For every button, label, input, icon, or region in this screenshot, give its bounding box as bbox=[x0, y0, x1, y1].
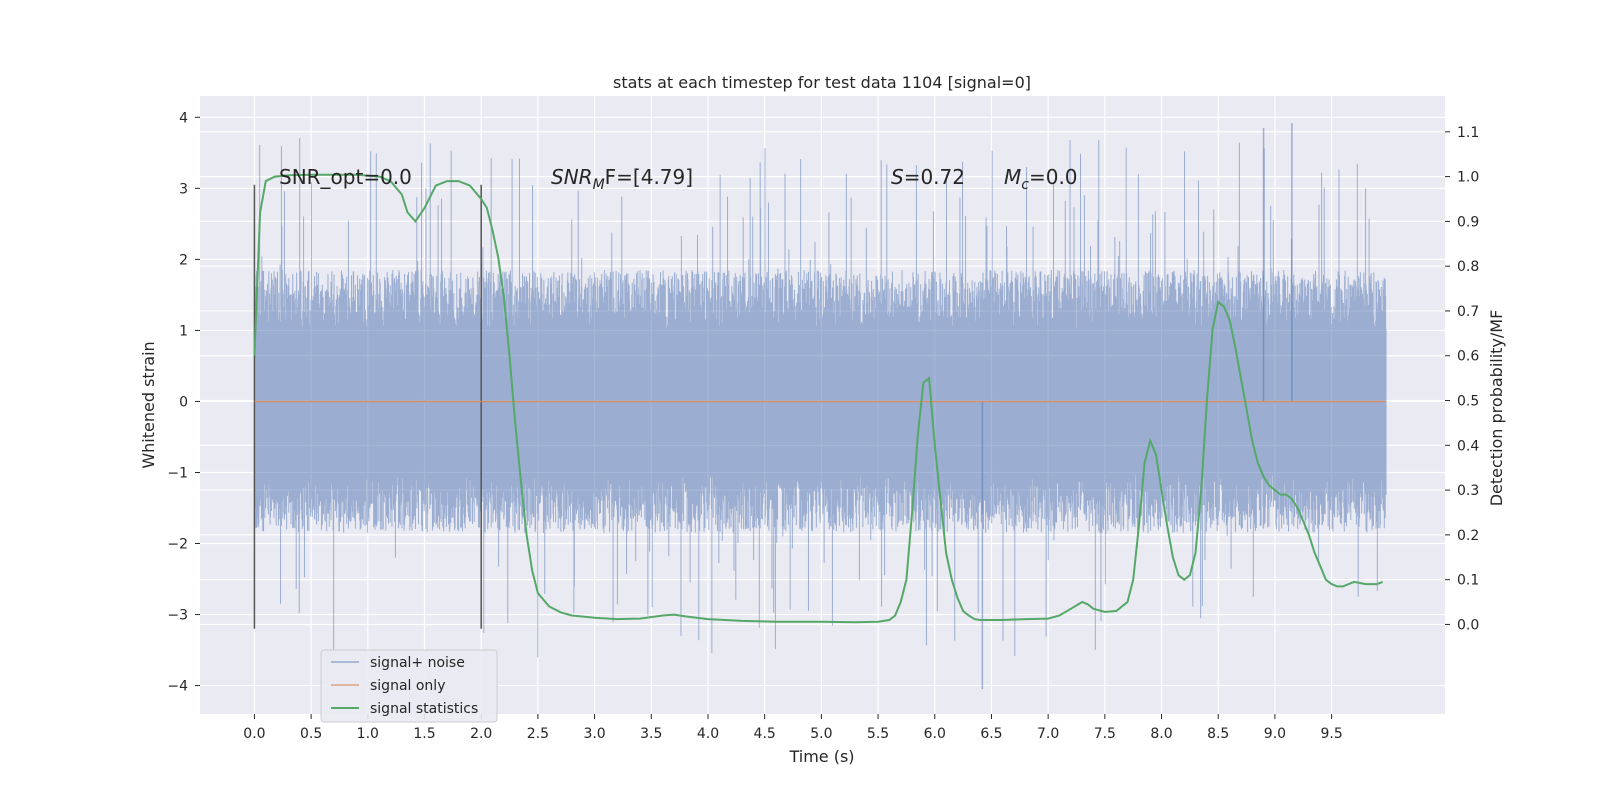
x-tick-label: 3.5 bbox=[640, 726, 662, 742]
right-y-axis-label: Detection probability/MF bbox=[1487, 310, 1506, 507]
signal-statistics-series bbox=[253, 173, 1383, 624]
chart-title: stats at each timestep for test data 110… bbox=[613, 73, 1031, 92]
right-y-tick-label: 0.7 bbox=[1457, 304, 1479, 320]
x-tick-label: 8.5 bbox=[1207, 726, 1229, 742]
x-tick-label: 9.0 bbox=[1264, 726, 1286, 742]
right-y-tick-label: 0.1 bbox=[1457, 573, 1479, 589]
x-tick-label: 5.5 bbox=[867, 726, 889, 742]
left-y-tick-label: 3 bbox=[179, 181, 188, 197]
x-tick-label: 3.0 bbox=[583, 726, 605, 742]
mc-value: =0.0 bbox=[1029, 165, 1078, 189]
x-tick-label: 4.0 bbox=[697, 726, 719, 742]
right-y-tick-label: 0.2 bbox=[1457, 528, 1479, 544]
annotation-snr-opt: SNR_opt=0.0 bbox=[279, 165, 412, 189]
annotation-snr-mf: SNRMF=[4.79] bbox=[551, 165, 693, 193]
vertical-markers bbox=[253, 184, 482, 629]
right-y-tick-label: 1.0 bbox=[1457, 170, 1479, 186]
x-tick-label: 8.0 bbox=[1150, 726, 1172, 742]
x-tick-label: 4.5 bbox=[754, 726, 776, 742]
legend: signal+ noise signal only signal statist… bbox=[320, 649, 498, 723]
x-tick-label: 7.0 bbox=[1037, 726, 1059, 742]
x-tick-label: 7.5 bbox=[1094, 726, 1116, 742]
x-tick-label: 0.0 bbox=[243, 726, 265, 742]
right-y-tick-label: 0.9 bbox=[1457, 214, 1479, 230]
x-axis-label: Time (s) bbox=[788, 747, 854, 766]
right-y-tick-label: 0.8 bbox=[1457, 259, 1479, 275]
right-y-tick-label: 0.5 bbox=[1457, 394, 1479, 410]
x-tick-label: 6.5 bbox=[980, 726, 1002, 742]
snr-mf-sub: M bbox=[593, 177, 605, 193]
s-value: =0.72 bbox=[904, 165, 965, 189]
right-y-tick-label: 1.1 bbox=[1457, 125, 1479, 141]
legend-label-noise: signal+ noise bbox=[370, 655, 465, 671]
left-y-tick-label: 1 bbox=[179, 323, 188, 339]
left-y-tick-label: −4 bbox=[167, 679, 188, 695]
left-y-tick-label: 4 bbox=[179, 110, 188, 126]
right-y-tick-label: 0.4 bbox=[1457, 438, 1479, 454]
x-tick-label: 9.5 bbox=[1320, 726, 1342, 742]
left-y-tick-label: −2 bbox=[167, 537, 188, 553]
x-tick-label: 2.5 bbox=[527, 726, 549, 742]
legend-label-statistics: signal statistics bbox=[370, 701, 478, 717]
x-tick-label: 2.0 bbox=[470, 726, 492, 742]
left-y-axis-label: Whitened strain bbox=[139, 341, 158, 468]
s-label: S bbox=[891, 165, 904, 189]
x-tick-label: 5.0 bbox=[810, 726, 832, 742]
right-y-tick-label: 0.0 bbox=[1457, 617, 1479, 633]
snr-mf-base: SNR bbox=[551, 165, 593, 189]
x-axis-ticks: 0.0 0.5 1.0 1.5 2.0 2.5 3.0 3.5 4.0 4.5 5.0 5.5 6.0 6… bbox=[243, 714, 1343, 742]
right-y-tick-label: 0.6 bbox=[1457, 349, 1479, 365]
left-y-tick-label: 0 bbox=[179, 394, 188, 410]
right-y-tick-label: 0.3 bbox=[1457, 483, 1479, 499]
x-tick-label: 1.0 bbox=[357, 726, 379, 742]
left-y-axis-ticks: 4 3 2 1 0 −1 −2 −3 −4 bbox=[167, 110, 200, 695]
left-y-tick-label: 2 bbox=[179, 252, 188, 268]
left-y-tick-label: −3 bbox=[167, 608, 188, 624]
snr-mf-rest: F=[4.79] bbox=[605, 165, 693, 189]
legend-label-signal-only: signal only bbox=[370, 678, 445, 694]
mc-sub: c bbox=[1021, 177, 1029, 193]
x-tick-label: 0.5 bbox=[300, 726, 322, 742]
mc-label: M bbox=[1004, 165, 1021, 189]
x-tick-label: 1.5 bbox=[413, 726, 435, 742]
right-y-axis-ticks: 0.0 0.1 0.2 0.3 0.4 0.5 0.6 0.7 0.8 0.9 1.0 1.1 bbox=[1445, 125, 1479, 633]
left-y-tick-label: −1 bbox=[167, 465, 188, 481]
annotation-s: S=0.72 bbox=[891, 165, 965, 189]
x-tick-label: 6.0 bbox=[924, 726, 946, 742]
annotation-mc: Mc=0.0 bbox=[1004, 165, 1078, 193]
legend-box bbox=[320, 649, 498, 723]
